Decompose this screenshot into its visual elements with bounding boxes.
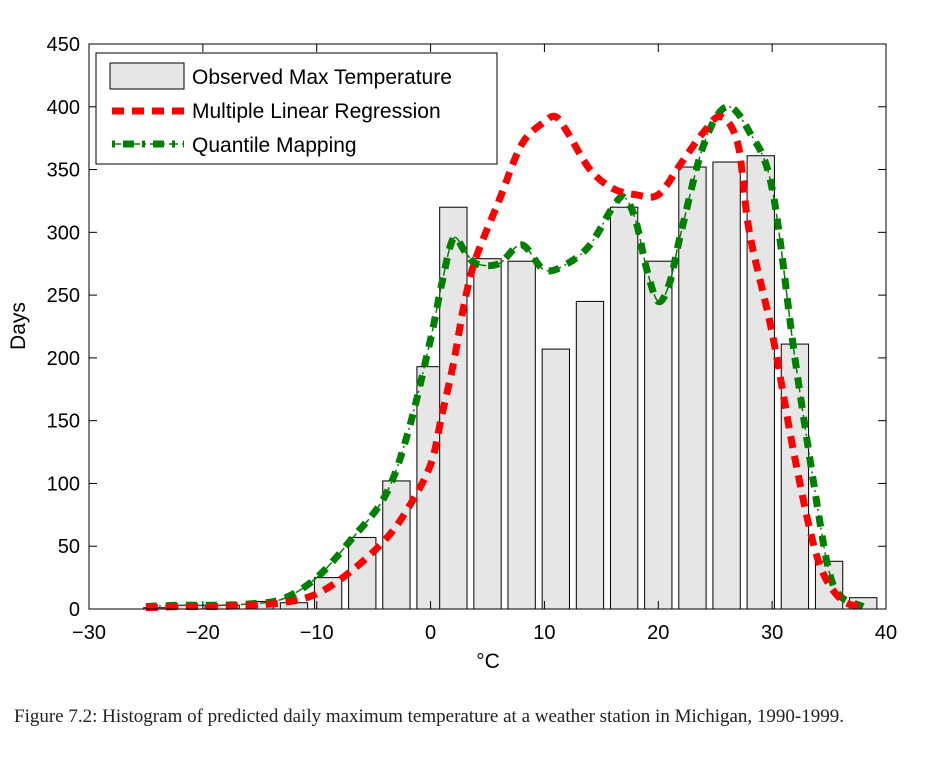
- legend-swatch-observed: [109, 62, 185, 90]
- legend-label-observed: Observed Max Temperature: [192, 66, 452, 89]
- x-tick-label: 30: [761, 622, 783, 644]
- x-tick-label: −10: [300, 622, 334, 644]
- legend: Observed Max Temperature Multiple Linear…: [95, 52, 498, 165]
- x-axis-label: °C: [476, 650, 500, 673]
- histogram-bar: [644, 260, 673, 610]
- y-tick-label: 50: [58, 536, 80, 558]
- mlr-line: [145, 112, 865, 612]
- histogram-bar: [575, 300, 605, 610]
- histogram-chart: −30 −20 −10 0 10 20 30 400501001502002503003504…: [7, 34, 898, 673]
- figure-caption: Figure 7.2: Histogram of predicted daily…: [14, 706, 844, 727]
- y-tick-label: 0: [69, 599, 80, 621]
- ticks-layer: −30 −20 −10 0 10 20 30 400501001502002503003504…: [47, 34, 898, 644]
- histogram-bar: [382, 480, 411, 610]
- qm-line: [145, 103, 865, 610]
- lines-layer: [145, 103, 865, 612]
- histogram-bar: [678, 166, 707, 610]
- histogram-bar: [473, 258, 502, 610]
- x-tick-label: 40: [875, 622, 897, 644]
- x-tick-label: −30: [72, 622, 106, 644]
- y-tick-label: 450: [47, 34, 80, 56]
- y-tick-label: 150: [47, 411, 80, 433]
- x-tick-label: 20: [647, 622, 669, 644]
- histogram-bar: [814, 560, 844, 610]
- histogram-bar: [780, 343, 810, 610]
- histogram-bar: [712, 161, 741, 610]
- y-tick-label: 200: [47, 348, 80, 370]
- x-tick-label: 10: [533, 622, 555, 644]
- histogram-bar: [541, 348, 570, 610]
- y-axis-label: Days: [7, 302, 30, 350]
- legend-label-mlr: Multiple Linear Regression: [192, 100, 441, 123]
- y-tick-label: 400: [47, 97, 80, 119]
- histogram-bar: [348, 536, 377, 610]
- histogram-bar: [609, 206, 639, 610]
- x-tick-label: −20: [186, 622, 220, 644]
- legend-label-qm: Quantile Mapping: [192, 134, 357, 157]
- y-tick-label: 250: [47, 285, 80, 307]
- plot-frame: [88, 43, 887, 610]
- histogram-bar: [313, 577, 343, 610]
- y-tick-label: 350: [47, 160, 80, 182]
- y-tick-label: 100: [47, 473, 80, 495]
- y-tick-label: 300: [47, 222, 80, 244]
- histogram-bar: [507, 260, 536, 610]
- x-tick-label: 0: [425, 622, 436, 644]
